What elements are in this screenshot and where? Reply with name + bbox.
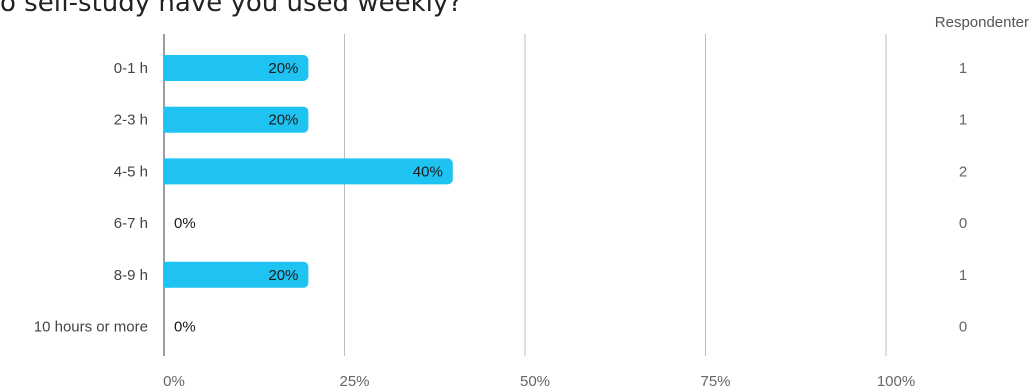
x-tick-label: 75% [700,373,730,390]
bar [164,158,453,185]
value-label: 40% [413,163,443,180]
label-layer: 0% 25% 50% 75% 100%0-1 h 20% 12-3 h 20% 14-5 h 40… [34,60,967,390]
value-label: 0% [174,319,196,336]
bar [164,55,309,81]
bar-left-edge [164,106,170,133]
bar-left-edge [164,261,170,288]
bar [164,106,309,133]
category-label: 8-9 h [114,267,148,284]
category-label: 0-1 h [114,60,148,77]
category-label: 4-5 h [114,163,148,180]
value-label: 20% [268,112,298,129]
value-label: 20% [268,267,298,284]
value-label: 20% [268,60,298,77]
x-tick-label: 100% [877,373,915,390]
respondent-count: 0 [959,319,967,336]
bar [164,261,309,288]
bar-layer [164,55,453,288]
respondent-count: 1 [959,112,967,129]
x-tick-label: 0% [163,373,185,390]
respondent-count: 0 [959,215,967,232]
bar-left-edge [164,158,170,185]
chart-title: o self-study have you used weekly? [0,0,463,18]
bar-left-edge [164,55,170,81]
grid-layer [163,34,887,356]
value-label: 0% [174,215,196,232]
respondent-count: 2 [959,163,967,180]
respondent-count: 1 [959,267,967,284]
respondent-count: 1 [959,60,967,77]
category-label: 2-3 h [114,112,148,129]
category-label: 6-7 h [114,215,148,232]
x-tick-label: 25% [339,373,369,390]
category-label: 10 hours or more [34,319,148,336]
x-tick-label: 50% [520,373,550,390]
respondents-column-header: Respondenter [934,14,1029,31]
